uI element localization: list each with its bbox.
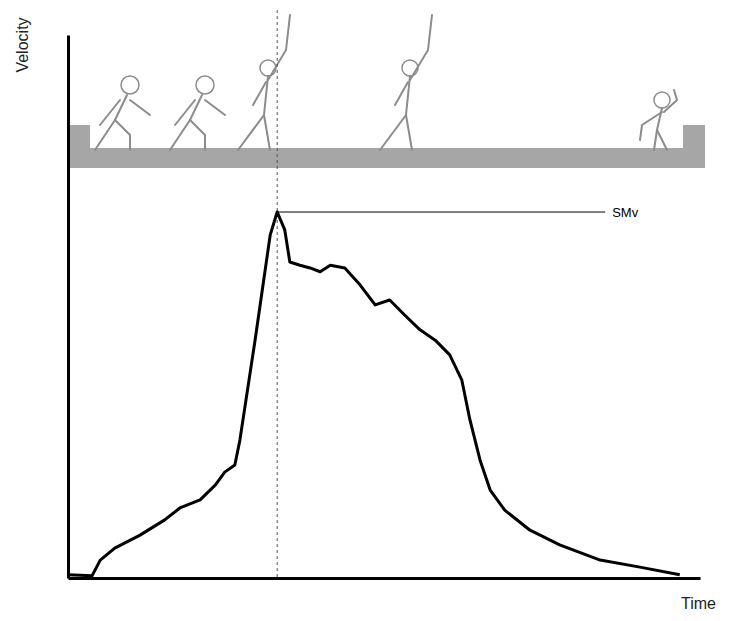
ice-strip — [68, 148, 705, 168]
leader-line — [277, 212, 605, 213]
skater-head — [196, 76, 214, 94]
skater-limb — [654, 130, 657, 150]
skater-limb — [253, 82, 266, 105]
axis-line — [69, 577, 701, 580]
skater-limb — [264, 115, 270, 150]
skater-head — [260, 60, 276, 76]
skater-limb — [395, 82, 408, 105]
annotation: SMv — [277, 10, 639, 578]
skater-limb — [170, 120, 190, 150]
annotation-label: SMv — [612, 205, 639, 220]
skater-head — [121, 76, 139, 94]
skater-limb — [664, 90, 677, 112]
skater-limb — [238, 115, 264, 150]
start-post — [68, 125, 90, 148]
skater-head — [654, 92, 670, 108]
velocity-line — [68, 212, 680, 576]
skater-limb — [268, 15, 290, 80]
skater-limb — [115, 120, 130, 150]
skater-limb — [95, 120, 115, 150]
skater-limb — [640, 112, 662, 140]
skater-limb — [130, 100, 150, 115]
skater-head — [402, 60, 418, 76]
chart: SMv Velocity Time — [0, 0, 730, 621]
y-axis-title: Velocity — [14, 17, 31, 72]
skater-limb — [657, 130, 667, 150]
skater-limb — [115, 95, 127, 120]
skater — [170, 76, 225, 150]
skater — [380, 15, 432, 150]
skater-limb — [205, 100, 225, 115]
axis-line — [67, 36, 70, 579]
plot-area — [68, 212, 680, 576]
skater-limb — [190, 95, 202, 120]
skater-limb — [190, 120, 205, 150]
x-axis-title: Time — [681, 595, 716, 612]
skater-limb — [380, 115, 406, 150]
finish-post — [683, 125, 705, 148]
peak-marker-line — [277, 10, 278, 578]
skater-limb — [406, 115, 412, 150]
skater-limb — [410, 15, 432, 80]
skater — [238, 15, 290, 150]
y-axis — [68, 36, 69, 579]
skater — [95, 76, 150, 150]
skater — [640, 90, 677, 150]
x-axis — [69, 578, 701, 579]
skater-illustration — [68, 15, 705, 168]
